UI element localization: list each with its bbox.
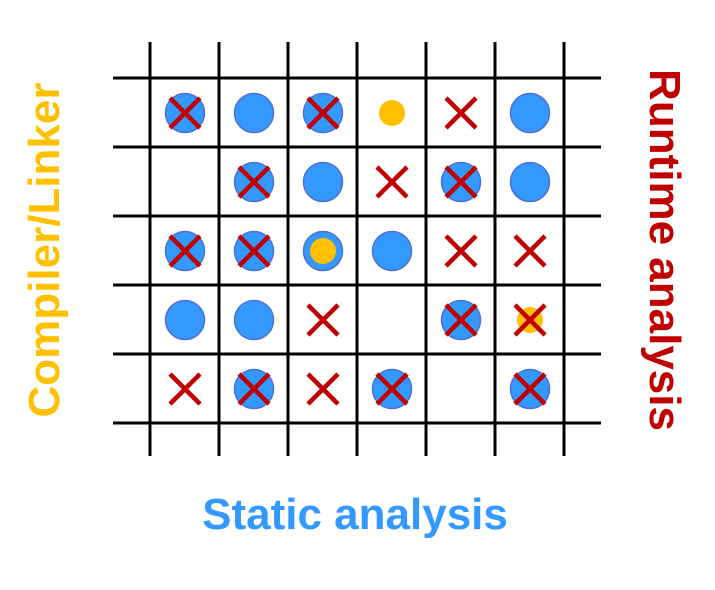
runtime-analysis-cross-icon bbox=[444, 234, 478, 268]
runtime-analysis-cross-icon bbox=[513, 303, 547, 337]
runtime-analysis-cross-icon bbox=[306, 303, 340, 337]
runtime-analysis-cross-icon bbox=[237, 234, 271, 268]
static-analysis-circle bbox=[302, 161, 344, 203]
runtime-analysis-cross-icon bbox=[375, 372, 409, 406]
runtime-analysis-cross-icon bbox=[375, 165, 409, 199]
runtime-analysis-cross-icon bbox=[444, 303, 478, 337]
compiler-linker-label: Compiler/Linker bbox=[20, 82, 69, 418]
runtime-analysis-label: Runtime analysis bbox=[640, 69, 689, 431]
static-analysis-circle bbox=[233, 92, 275, 134]
runtime-analysis-cross-icon bbox=[306, 372, 340, 406]
runtime-analysis-cross-icon bbox=[444, 96, 478, 130]
runtime-analysis-cross-icon bbox=[513, 372, 547, 406]
runtime-analysis-cross-icon bbox=[237, 165, 271, 199]
static-analysis-circle bbox=[509, 92, 551, 134]
runtime-analysis-cross-icon bbox=[168, 96, 202, 130]
static-analysis-circle bbox=[371, 230, 413, 272]
runtime-analysis-cross-icon bbox=[237, 372, 271, 406]
runtime-analysis-cross-icon bbox=[168, 234, 202, 268]
compiler-linker-dot bbox=[310, 238, 336, 264]
static-analysis-label: Static analysis bbox=[202, 490, 508, 539]
static-analysis-circle bbox=[164, 299, 206, 341]
runtime-analysis-cross-icon bbox=[444, 165, 478, 199]
static-analysis-circle bbox=[509, 161, 551, 203]
runtime-analysis-cross-icon bbox=[513, 234, 547, 268]
runtime-analysis-cross-icon bbox=[306, 96, 340, 130]
compiler-linker-dot bbox=[379, 100, 405, 126]
runtime-analysis-cross-icon bbox=[168, 372, 202, 406]
static-analysis-circle bbox=[233, 299, 275, 341]
